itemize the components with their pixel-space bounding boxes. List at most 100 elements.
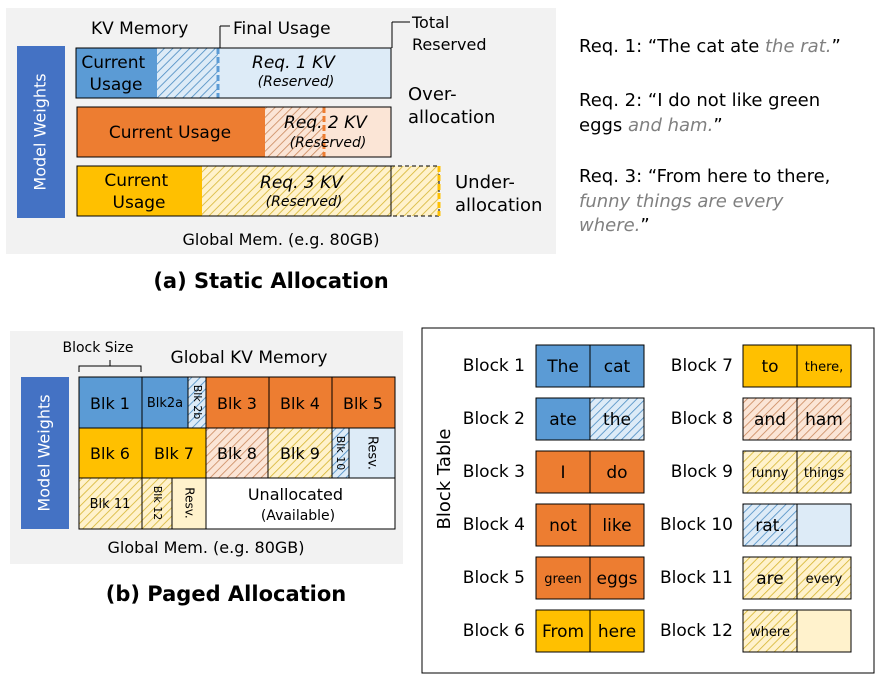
block-table-label: Block 7: [671, 356, 733, 376]
block-table-token: cat: [604, 357, 631, 377]
over-allocation-label: Over- allocation: [408, 84, 495, 128]
block-table-token: like: [602, 516, 631, 536]
block-table-cell: [742, 344, 798, 388]
block-table-token: and: [754, 410, 786, 430]
req1-reserved-label: Req. 1 KV (Reserved): [252, 53, 340, 90]
block-table-cell: [796, 344, 852, 388]
block-table-label: Block 10: [660, 515, 733, 535]
block-table-cell: [589, 556, 645, 600]
block-table-cell: [796, 556, 852, 600]
block-table-cell: [535, 397, 591, 441]
block-table-token: green: [544, 572, 582, 587]
under-allocation-line-1: Under-: [455, 172, 515, 193]
req1-outline: [75, 47, 392, 99]
paged-blk4: [268, 376, 333, 429]
paged-blk2b-label: Blk 2b: [191, 385, 204, 419]
paged-blk10-label: Blk 10: [334, 436, 347, 470]
paged-allocation-panel: Model Weights Block Size Global KV Memor…: [10, 331, 403, 564]
block-table-token: I: [560, 463, 565, 483]
block-table-label: Block 1: [463, 356, 525, 376]
block-table-title: Block Table: [434, 429, 455, 530]
block-table-cell: [796, 450, 852, 494]
req2-current-usage: [77, 107, 265, 157]
request-2-line-1: Req. 2: “I do not like green: [579, 90, 820, 111]
paged-blk11-label: Blk 11: [90, 497, 131, 512]
request-1-line-1: Req. 1: “The cat ate the rat.”: [579, 36, 841, 57]
req2-outline: [76, 106, 392, 158]
static-global-mem-label: Global Mem. (e.g. 80GB): [182, 230, 379, 249]
block-table-label: Block 5: [463, 568, 525, 588]
under-allocation-label: Under- allocation: [455, 172, 542, 216]
req3-reserved-label: Req. 3 KV (Reserved): [260, 173, 348, 210]
request-2-prompt-text: ”: [713, 115, 722, 136]
static-allocation-caption: (a) Static Allocation: [153, 269, 388, 293]
req3-overflow-outline: [391, 165, 440, 217]
block-size-bracket: [78, 360, 142, 372]
block-table-cell: [589, 609, 645, 653]
paged-model-weights-bar: [21, 377, 69, 529]
block-table-cell: [589, 397, 645, 441]
req2-reserved-label: Req. 2 KV (Reserved): [284, 113, 372, 151]
paged-global-mem-label: Global Mem. (e.g. 80GB): [107, 538, 304, 557]
request-2-prompt-text: Req. 2: “I do not like green: [579, 90, 820, 111]
block-table-cell: [535, 556, 591, 600]
req1-reserved-line-2: (Reserved): [258, 74, 335, 90]
paged-blk9-label: Blk 9: [280, 444, 320, 463]
under-allocation-line-2: allocation: [455, 195, 542, 216]
block-table-cell: [742, 609, 798, 653]
paged-blk6: [78, 427, 143, 479]
paged-blk8-label: Blk 8: [217, 444, 257, 463]
request-3-prompt-text: Req. 3: “From here to there,: [579, 166, 830, 187]
block-table-token: funny: [752, 466, 789, 481]
req3-reserved-line-1: Req. 3 KV: [260, 173, 344, 193]
unallocated-line-2: (Available): [261, 508, 335, 524]
req1-reserved: [218, 48, 391, 98]
block-table-token: the: [603, 410, 631, 430]
over-allocation-line-2: allocation: [408, 107, 495, 128]
block-table-token: are: [756, 569, 784, 589]
paged-blk5: [331, 376, 396, 429]
req1-current-label: Current Usage: [81, 53, 150, 95]
paged-blk5-label: Blk 5: [343, 394, 383, 413]
block-table-token: do: [606, 463, 627, 483]
block-table-token: to: [761, 357, 778, 377]
block-size-label: Block Size: [62, 340, 133, 356]
req2-reserved-line-1: Req. 2 KV: [284, 113, 368, 133]
paged-blk1-label: Blk 1: [90, 394, 130, 413]
req2-current-label: Current Usage: [109, 123, 231, 143]
paged-blk4-label: Blk 4: [280, 394, 320, 413]
request-3-line-2: funny things are every: [579, 191, 784, 212]
req2-reserved: [324, 107, 391, 157]
req2-row: Current Usage Req. 2 KV (Reserved): [76, 106, 392, 158]
req2-reserved-line-2: (Reserved): [290, 135, 367, 151]
block-table-label: Block 12: [660, 621, 733, 641]
req1-current-line-1: Current: [81, 53, 145, 73]
block-table-label: Block 6: [463, 621, 525, 641]
request-texts: Req. 1: “The cat ate the rat.” Req. 2: “I…: [579, 36, 841, 236]
req3-current-line-1: Current: [104, 171, 168, 191]
block-table-cell: [535, 344, 591, 388]
paged-model-weights-label: Model Weights: [35, 394, 54, 511]
request-2-prompt-text: eggs: [579, 115, 628, 136]
paged-blk3-label: Blk 3: [217, 394, 257, 413]
req1-current-usage: [76, 48, 157, 98]
req1-row: Current Usage Req. 1 KV (Reserved): [75, 47, 392, 99]
block-table-label: Block 4: [463, 515, 525, 535]
block-table-token: things: [804, 466, 844, 481]
total-reserved-label: Total Reserved: [411, 13, 486, 54]
total-reserved-line-1: Total: [411, 13, 449, 32]
req1-current-line-2: Usage: [90, 75, 143, 95]
block-table-cell: [589, 344, 645, 388]
req3-current-line-2: Usage: [113, 193, 166, 213]
global-kv-memory-label: Global KV Memory: [171, 348, 328, 368]
total-reserved-line-2: Reserved: [412, 35, 486, 54]
block-table-token: not: [549, 516, 577, 536]
req3-overflow: [391, 166, 439, 216]
kv-memory-label: KV Memory: [91, 19, 188, 39]
req2-future-usage: [265, 107, 324, 157]
req3-current-usage: [77, 166, 202, 216]
final-usage-label: Final Usage: [233, 19, 331, 39]
paged-blk2a-label: Blk2a: [147, 396, 183, 411]
unallocated-line-1: Unallocated: [248, 485, 343, 504]
